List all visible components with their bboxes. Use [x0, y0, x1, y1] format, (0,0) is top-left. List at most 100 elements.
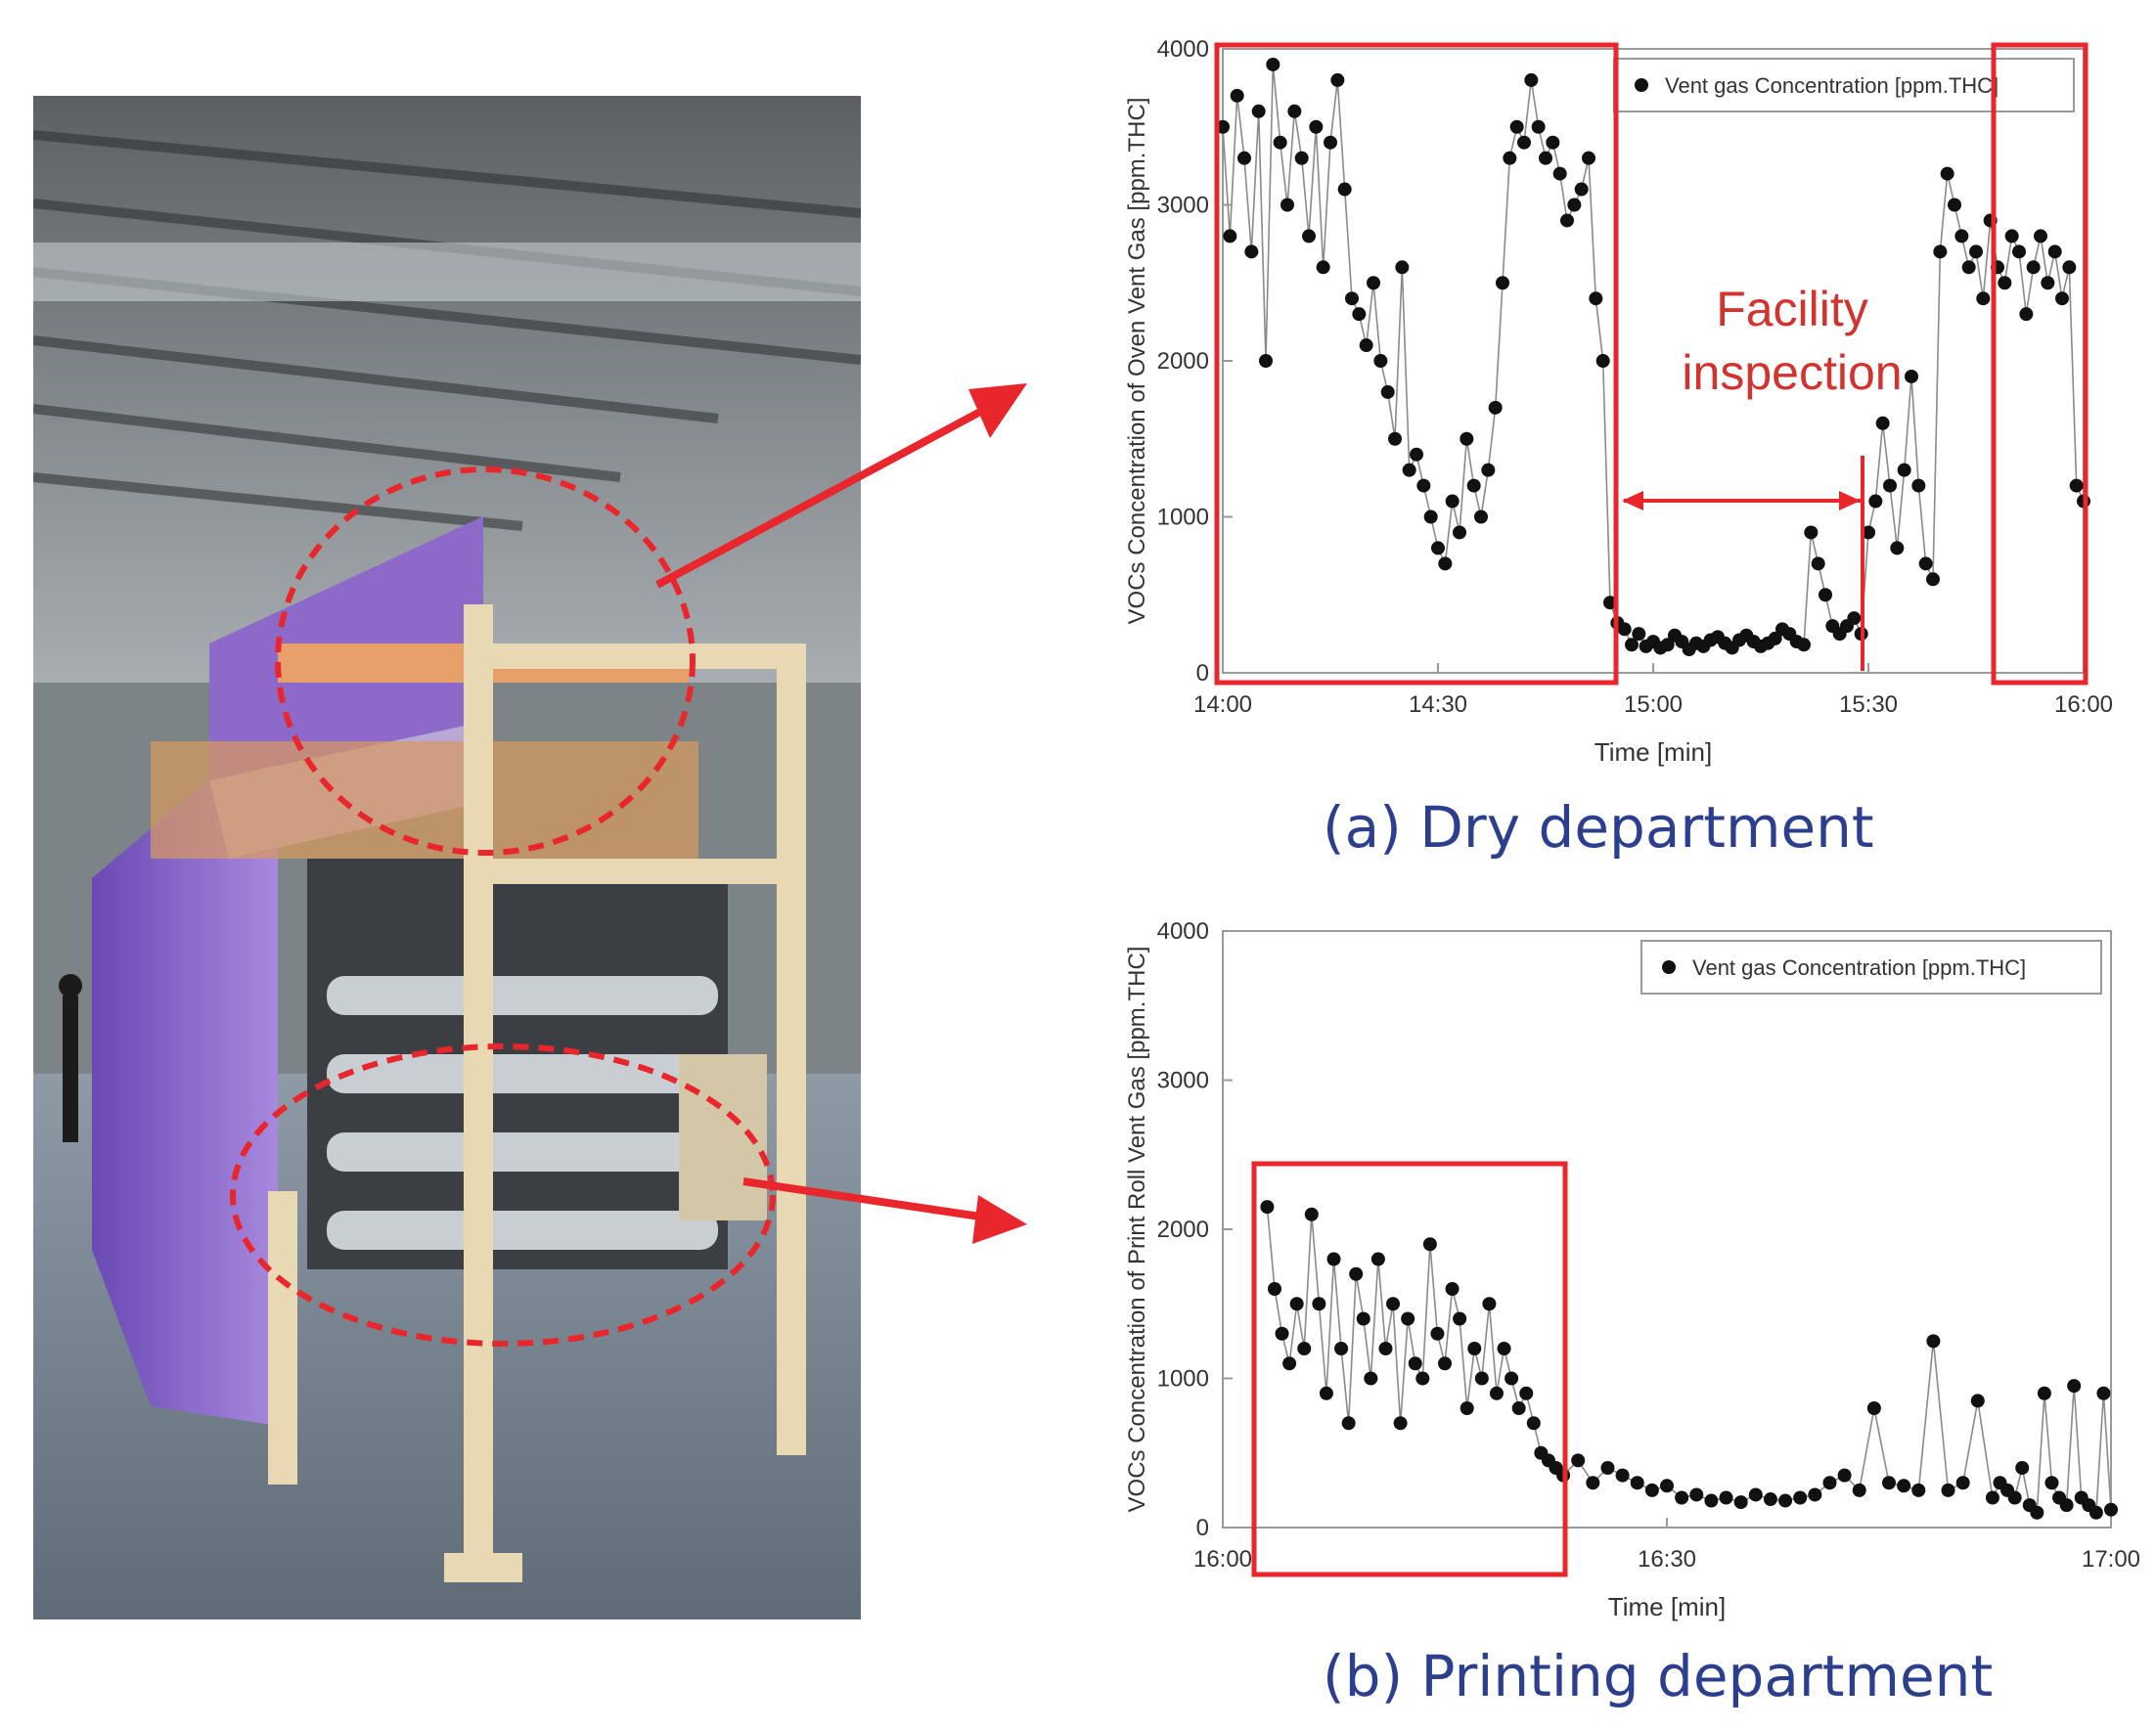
a-data-point — [1431, 541, 1445, 555]
a-data-point — [1890, 541, 1905, 555]
chart-a-annotation-line2: inspection — [1682, 345, 1902, 400]
b-data-point — [1778, 1493, 1793, 1508]
a-data-point — [1531, 119, 1546, 134]
b-data-point — [1704, 1493, 1719, 1508]
chart-a-highlight-box-1 — [1214, 42, 1619, 686]
b-data-point — [2096, 1386, 2111, 1400]
b-data-point — [1275, 1326, 1289, 1341]
chart-a-legend-label: Vent gas Concentration [ppm.THC] — [1665, 73, 1999, 98]
b-data-point — [1748, 1487, 1763, 1502]
b-data-point — [1808, 1487, 1822, 1502]
a-data-point — [1539, 151, 1552, 165]
a-data-point — [1552, 166, 1567, 181]
b-data-point — [1955, 1476, 1970, 1490]
a-data-point — [1660, 638, 1675, 652]
a-data-point — [1273, 135, 1287, 150]
b-data-point — [2030, 1505, 2044, 1520]
a-data-point — [1395, 260, 1410, 275]
b-data-point — [1526, 1416, 1541, 1431]
a-data-point — [1517, 135, 1531, 150]
b-data-point — [1600, 1461, 1615, 1475]
a-data-point — [1768, 631, 1782, 645]
chart-b-y-axis-label: VOCs Concentration of Print Roll Vent Ga… — [1124, 947, 1150, 1513]
a-data-point — [1998, 276, 2012, 290]
b-data-point — [1304, 1207, 1319, 1221]
b-data-point — [2044, 1476, 2059, 1490]
a-data-point — [1488, 400, 1503, 415]
a-data-point — [1345, 291, 1359, 306]
chart-a-x-axis-label: Time [min] — [1595, 737, 1712, 767]
b-data-point — [1497, 1342, 1511, 1355]
b-data-point — [1460, 1401, 1474, 1415]
b-data-point — [1282, 1356, 1297, 1371]
a-data-point — [1954, 229, 1969, 244]
b-data-point — [1489, 1386, 1504, 1400]
a-data-point — [1302, 229, 1316, 244]
a-data-point — [1359, 338, 1373, 353]
a-data-point — [1617, 622, 1632, 637]
b-data-point — [1326, 1252, 1341, 1266]
a-data-point — [1509, 119, 1524, 134]
b-x-tick-label: 16:00 — [1193, 1546, 1252, 1573]
chart-b-legend-label: Vent gas Concentration [ppm.THC] — [1692, 955, 2026, 980]
b-data-point — [1467, 1342, 1482, 1355]
b-data-point — [1422, 1237, 1437, 1252]
a-data-point — [1961, 260, 1976, 275]
a-data-point — [1546, 135, 1560, 150]
a-y-tick-label: 4000 — [1157, 36, 1209, 63]
a-data-point — [1567, 198, 1582, 212]
b-data-point — [2015, 1461, 2030, 1475]
a-data-point — [1410, 447, 1423, 462]
chart-a-y-axis-label: VOCs Concentration of Oven Vent Gas [ppm… — [1124, 98, 1150, 625]
a-data-point — [1905, 369, 1918, 383]
b-y-tick-label: 0 — [1196, 1515, 1209, 1541]
chart-a-annotation-line1: Facility — [1716, 282, 1868, 336]
a-data-point — [1560, 213, 1574, 228]
a-data-point — [2034, 229, 2047, 244]
a-data-point — [1797, 638, 1811, 652]
b-data-point — [1401, 1311, 1415, 1326]
a-data-point — [2055, 291, 2069, 306]
a-data-point — [1416, 478, 1431, 493]
a-x-tick-label: 16:00 — [2054, 691, 2113, 718]
b-data-point — [1852, 1483, 1866, 1497]
a-data-point — [1460, 431, 1474, 446]
b-data-point — [2104, 1502, 2118, 1517]
a-data-point — [1868, 494, 1883, 509]
a-data-point — [1804, 525, 1819, 540]
a-data-point — [1244, 244, 1259, 259]
chart-b-plot-frame — [1222, 930, 2112, 1529]
b-data-point — [2037, 1386, 2051, 1400]
b-data-point — [1926, 1334, 1941, 1349]
b-data-point — [1630, 1476, 1644, 1490]
b-series-line — [1266, 1207, 2112, 1515]
b-data-point — [1571, 1453, 1586, 1468]
a-data-point — [1582, 151, 1595, 165]
b-data-point — [2067, 1379, 2082, 1394]
a-data-point — [1373, 354, 1388, 368]
b-data-point — [1970, 1394, 1985, 1408]
b-y-tick-label: 1000 — [1157, 1366, 1209, 1393]
b-data-point — [1378, 1342, 1393, 1355]
b-data-point — [1866, 1401, 1881, 1415]
b-data-point — [1511, 1401, 1526, 1415]
a-data-point — [1474, 510, 1488, 524]
b-data-point — [1312, 1297, 1326, 1311]
b-x-tick-label: 17:00 — [2082, 1546, 2140, 1573]
a-x-tick-label: 14:00 — [1193, 691, 1252, 718]
b-data-point — [1356, 1311, 1370, 1326]
a-data-point — [1266, 57, 1280, 71]
b-data-point — [1341, 1416, 1356, 1431]
b-data-point — [2059, 1498, 2074, 1513]
a-data-point — [1388, 431, 1402, 446]
a-data-point — [1481, 463, 1496, 477]
a-data-point — [1316, 260, 1330, 275]
chart-a-inspection-bracket — [1624, 456, 1864, 671]
a-data-point — [2019, 307, 2034, 322]
b-data-point — [1644, 1483, 1659, 1497]
a-data-point — [1280, 198, 1294, 212]
chart-a-plot-frame — [1222, 48, 2085, 674]
a-data-point — [2041, 276, 2055, 290]
a-data-point — [1380, 384, 1395, 399]
a-data-point — [1574, 182, 1589, 197]
